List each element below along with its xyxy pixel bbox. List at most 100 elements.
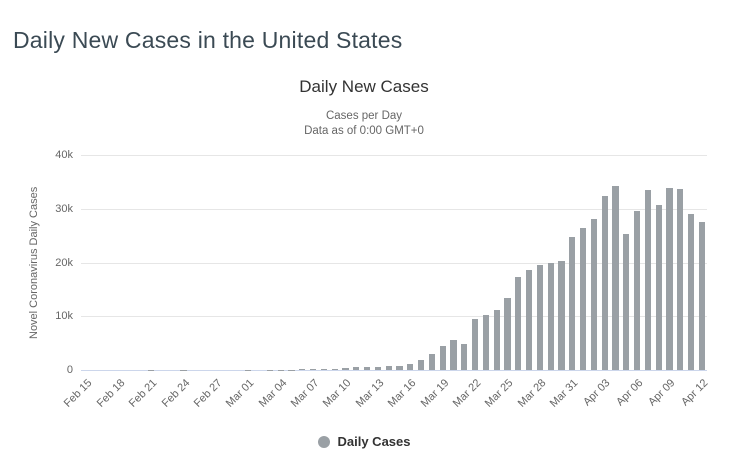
bar-slot (524, 155, 535, 370)
x-axis-tick-label: Mar 07 (288, 377, 322, 410)
bar-slot (405, 155, 416, 370)
bar-slot (189, 155, 200, 370)
bar-slot (103, 155, 114, 370)
bar-mar-25[interactable] (504, 298, 511, 370)
bar-mar-22[interactable] (471, 319, 479, 370)
bar-apr-08[interactable] (655, 205, 662, 370)
bar-slot (383, 155, 394, 370)
y-axis-tick-label: 40k (55, 149, 73, 161)
bar-slot (297, 155, 308, 370)
bar-apr-07[interactable] (644, 189, 651, 370)
bar-slot (394, 155, 405, 370)
x-axis-tick-label: Mar 10 (321, 377, 354, 410)
y-axis-tick-label: 20k (55, 256, 73, 269)
bar-slot (340, 155, 351, 370)
bar-mar-15[interactable] (396, 366, 403, 370)
bar-mar-09[interactable] (331, 368, 338, 370)
bar-mar-14[interactable] (385, 366, 392, 370)
bar-slot (146, 155, 157, 370)
bar-slot (588, 155, 599, 370)
bar-slot (167, 155, 178, 370)
bar-slot (427, 155, 438, 370)
x-axis-tick-label: Mar 01 (224, 377, 257, 410)
x-axis-tick-label: Mar 04 (256, 377, 290, 410)
bar-mar-20[interactable] (450, 339, 457, 370)
bar-slot (470, 155, 481, 370)
bar-mar-10[interactable] (342, 368, 349, 370)
x-axis-tick-label: Feb 27 (191, 377, 225, 410)
x-axis-tick-label: Mar 31 (547, 377, 581, 410)
bar-slot (178, 155, 189, 370)
bar-mar-21[interactable] (461, 344, 468, 370)
y-axis-tick-label: 10k (55, 310, 73, 323)
bar-mar-23[interactable] (482, 315, 489, 370)
legend-marker-icon (317, 435, 330, 448)
bar-slot (653, 155, 664, 370)
page-title: Daily New Cases in the United States (13, 27, 403, 54)
chart-container: Daily New Cases Cases per Day Data as of… (8, 60, 720, 460)
x-axis-tick-label: Apr 06 (613, 377, 646, 409)
bar-slot (437, 155, 448, 370)
gridline (81, 316, 707, 318)
bar-apr-04[interactable] (612, 185, 619, 370)
bar-slot (664, 155, 675, 370)
bar-slot (491, 155, 502, 370)
bar-slot (642, 155, 653, 370)
bars (81, 155, 707, 370)
bar-apr-11[interactable] (687, 213, 695, 370)
bar-slot (578, 155, 589, 370)
bar-slot (534, 155, 545, 370)
x-axis-tick-label: Feb 24 (159, 377, 193, 410)
bar-slot (632, 155, 643, 370)
bar-apr-03[interactable] (601, 195, 608, 370)
bar-mar-29[interactable] (547, 262, 554, 370)
bar-mar-28[interactable] (536, 265, 543, 370)
bar-mar-18[interactable] (428, 354, 436, 370)
x-axis-tick-label: Apr 09 (646, 377, 678, 409)
bar-slot (329, 155, 340, 370)
bar-slot (92, 155, 103, 370)
legend-item-daily-cases[interactable]: Daily Cases (317, 434, 411, 449)
bar-slot (567, 155, 578, 370)
bar-slot (362, 155, 373, 370)
bar-slot (286, 155, 297, 370)
x-axis-tick-label: Mar 22 (450, 377, 484, 410)
gridline (81, 208, 707, 210)
bar-mar-30[interactable] (558, 260, 565, 370)
bar-mar-16[interactable] (407, 364, 414, 370)
bar-slot (135, 155, 146, 370)
bar-mar-24[interactable] (493, 310, 500, 370)
legend-label: Daily Cases (337, 434, 411, 449)
bar-apr-05[interactable] (623, 233, 630, 370)
x-axis-tick-label: Apr 03 (581, 377, 613, 409)
bar-slot (610, 155, 621, 370)
bar-mar-27[interactable] (525, 269, 533, 370)
gridline (81, 262, 707, 264)
bar-apr-06[interactable] (633, 210, 641, 370)
bar-slot (351, 155, 362, 370)
bar-mar-13[interactable] (374, 366, 382, 370)
bar-mar-31[interactable] (569, 237, 576, 370)
bar-mar-26[interactable] (515, 277, 522, 370)
bar-mar-11[interactable] (353, 367, 360, 370)
bar-slot (675, 155, 686, 370)
bar-mar-19[interactable] (439, 345, 446, 370)
bar-mar-12[interactable] (363, 367, 371, 370)
bar-slot (221, 155, 232, 370)
bar-slot (200, 155, 211, 370)
bar-mar-07[interactable] (310, 369, 317, 370)
bar-apr-02[interactable] (590, 218, 597, 370)
chart-subtitle: Cases per Day Data as of 0:00 GMT+0 (8, 109, 720, 139)
bar-mar-06[interactable] (299, 369, 306, 370)
chart-subtitle-line2: Data as of 0:00 GMT+0 (304, 125, 424, 137)
bar-apr-12[interactable] (698, 221, 705, 370)
chart-subtitle-line1: Cases per Day (325, 110, 403, 122)
bar-apr-01[interactable] (579, 227, 587, 370)
x-axis-tick-label: Mar 19 (418, 377, 452, 410)
bar-mar-17[interactable] (417, 360, 425, 370)
bar-slot (513, 155, 524, 370)
bar-apr-10[interactable] (677, 188, 684, 370)
bar-apr-09[interactable] (666, 187, 673, 370)
bar-slot (265, 155, 276, 370)
bar-mar-08[interactable] (320, 369, 328, 370)
